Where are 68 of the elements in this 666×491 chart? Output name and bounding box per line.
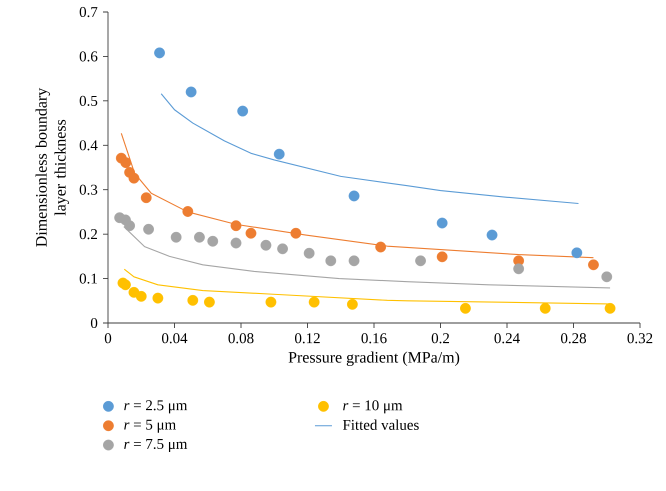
- point: [540, 302, 551, 314]
- point: [128, 172, 140, 184]
- point: [436, 218, 448, 228]
- point: [486, 230, 498, 240]
- point: [588, 259, 599, 270]
- point: [194, 232, 205, 243]
- y-tick-label: 0.4: [80, 140, 98, 150]
- point: [154, 47, 165, 58]
- point: [304, 248, 315, 259]
- legend-label: r = 2.5 μm: [124, 400, 188, 414]
- y-tick-label: 0.2: [80, 229, 97, 240]
- point: [246, 228, 256, 239]
- point: [277, 243, 288, 254]
- point: [601, 271, 612, 282]
- point: [182, 206, 194, 217]
- point: [415, 255, 426, 266]
- y-tick-label: 0.1: [80, 274, 97, 284]
- point: [230, 220, 242, 232]
- x-tick-label: 0.04: [162, 333, 188, 344]
- legend-label: Fitted values: [342, 419, 419, 430]
- point: [436, 251, 448, 262]
- y-tick-label: 0.3: [80, 184, 98, 195]
- point: [207, 236, 218, 247]
- point: [152, 292, 164, 304]
- point: [187, 294, 198, 306]
- line-series: [160, 93, 580, 204]
- point: [237, 106, 248, 116]
- point: [325, 255, 336, 266]
- point: [348, 255, 360, 266]
- x-axis-title: Pressure gradient (MPa/m): [288, 351, 460, 366]
- point: [186, 86, 197, 98]
- x-tick-label: 0: [104, 333, 112, 344]
- point: [143, 224, 154, 235]
- point: [604, 302, 616, 314]
- point: [375, 242, 386, 252]
- point: [571, 247, 582, 258]
- x-tick-label: 0.2: [432, 333, 450, 344]
- point: [170, 232, 182, 243]
- point: [274, 148, 285, 160]
- y-tick-label: 0.5: [80, 96, 98, 106]
- point: [290, 228, 302, 239]
- point: [140, 192, 152, 204]
- point: [460, 302, 471, 314]
- point: [120, 157, 132, 168]
- point: [260, 240, 272, 251]
- legend-label: r = 5 μm: [124, 420, 176, 433]
- point: [136, 290, 147, 302]
- legend-label: r = 10 μm: [343, 400, 402, 414]
- point: [513, 263, 524, 274]
- point: [124, 220, 136, 232]
- y-tick-label: 0.7: [80, 6, 98, 18]
- point: [348, 190, 360, 202]
- y-axis-title: Dimensionless boundary layer thickness: [36, 88, 69, 247]
- y-tick-label: 0.6: [80, 51, 98, 62]
- x-tick-label: 0.08: [228, 333, 254, 344]
- point: [230, 238, 242, 248]
- x-tick-label: 0.28: [560, 333, 586, 344]
- x-tick-label: 0.12: [294, 333, 320, 344]
- x-tick-label: 0.16: [361, 333, 387, 344]
- point: [120, 279, 131, 290]
- legend-label: r = 7.5 μm: [124, 439, 188, 452]
- y-tick-label: 0: [90, 318, 98, 328]
- point: [204, 296, 215, 308]
- x-tick-label: 0.24: [494, 333, 520, 344]
- point: [346, 298, 358, 310]
- x-tick-label: 0.32: [627, 333, 652, 344]
- point: [266, 296, 276, 308]
- point: [308, 296, 320, 308]
